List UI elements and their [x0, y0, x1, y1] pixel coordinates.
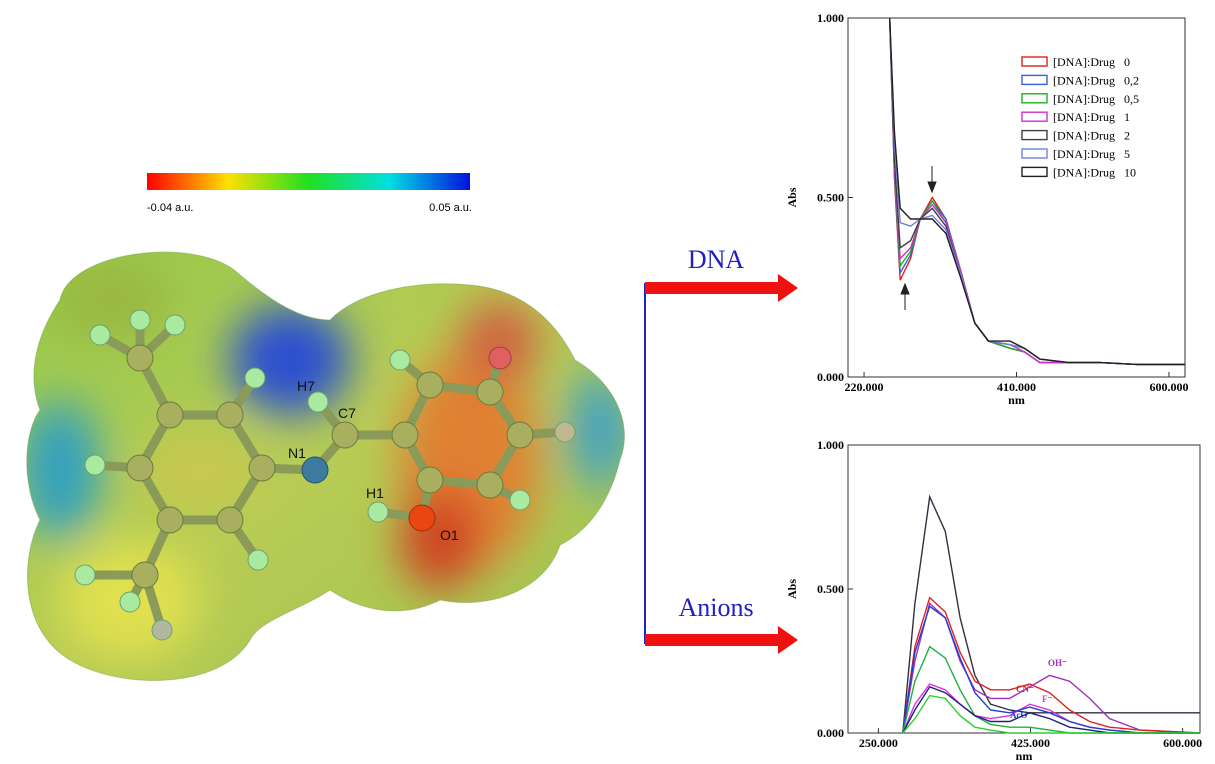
series-label: CN⁻	[1016, 684, 1034, 694]
legend-label: [DNA]:Drug 2	[1053, 129, 1130, 143]
y-axis-label: Abs	[785, 579, 799, 599]
x-tick-label: 425.000	[1011, 736, 1050, 750]
legend-label: [DNA]:Drug 0,5	[1053, 92, 1139, 106]
y-tick-label: 0.000	[817, 726, 844, 740]
x-tick-label: 600.000	[1149, 380, 1188, 394]
legend-label: [DNA]:Drug 0,2	[1053, 73, 1139, 87]
legend-swatch	[1021, 56, 1048, 67]
y-tick-label: 0.500	[817, 582, 844, 596]
atoms	[74, 309, 576, 641]
atom-label: H1	[366, 485, 384, 501]
legend-swatch	[1021, 74, 1048, 86]
legend-swatch	[1021, 129, 1048, 141]
series-line	[902, 694, 1200, 734]
legend-label: [DNA]:Drug 0	[1053, 55, 1130, 69]
series-line	[889, 17, 1185, 366]
arrow-label: DNA	[688, 245, 745, 274]
legend-label: [DNA]:Drug 10	[1053, 165, 1136, 179]
colorbar-min-label: -0.04 a.u.	[147, 202, 193, 214]
legend-swatch	[1021, 148, 1048, 159]
arrow	[645, 626, 798, 654]
series-line	[889, 17, 1185, 366]
trend-arrow	[900, 166, 937, 310]
y-tick-label: 0.000	[817, 370, 844, 384]
series-line	[902, 683, 1200, 734]
series-line	[889, 17, 1185, 366]
series-line	[902, 602, 1201, 734]
x-axis-label: nm	[1008, 393, 1025, 407]
atom-label: O1	[440, 527, 459, 543]
x-axis-label: nm	[1016, 749, 1033, 763]
arrow	[645, 274, 798, 302]
series-line	[902, 605, 1200, 734]
legend-swatch	[1021, 166, 1048, 178]
series-line	[889, 17, 1185, 366]
x-tick-label: 410.000	[997, 380, 1036, 394]
atom-label: C7	[338, 405, 356, 421]
series-line	[889, 17, 1185, 366]
series-label: OH⁻	[1048, 658, 1067, 668]
colorbar	[147, 173, 470, 190]
x-tick-label: 250.000	[859, 736, 898, 750]
series-line	[902, 596, 1201, 734]
y-tick-label: 1.000	[817, 11, 844, 25]
legend-label: [DNA]:Drug 1	[1053, 110, 1130, 124]
legend-label: [DNA]:Drug 5	[1053, 147, 1130, 161]
colorbar-max-label: 0.05 a.u.	[429, 202, 472, 214]
series-label: AcO⁻	[1010, 710, 1032, 720]
series-line	[889, 17, 1185, 366]
y-tick-label: 1.000	[817, 438, 844, 452]
legend-swatch	[1021, 111, 1048, 122]
legend-swatch	[1021, 93, 1048, 104]
y-axis-label: Abs	[785, 187, 799, 207]
x-tick-label: 600.000	[1163, 736, 1202, 750]
x-tick-label: 220.000	[845, 380, 884, 394]
series-line	[902, 686, 1200, 734]
atom-label: H7	[297, 378, 315, 394]
atom-label: N1	[288, 445, 306, 461]
arrow-label: Anions	[678, 593, 753, 622]
series-label: F⁻	[1042, 694, 1052, 704]
y-tick-label: 0.500	[817, 191, 844, 205]
series-line	[889, 17, 1185, 366]
